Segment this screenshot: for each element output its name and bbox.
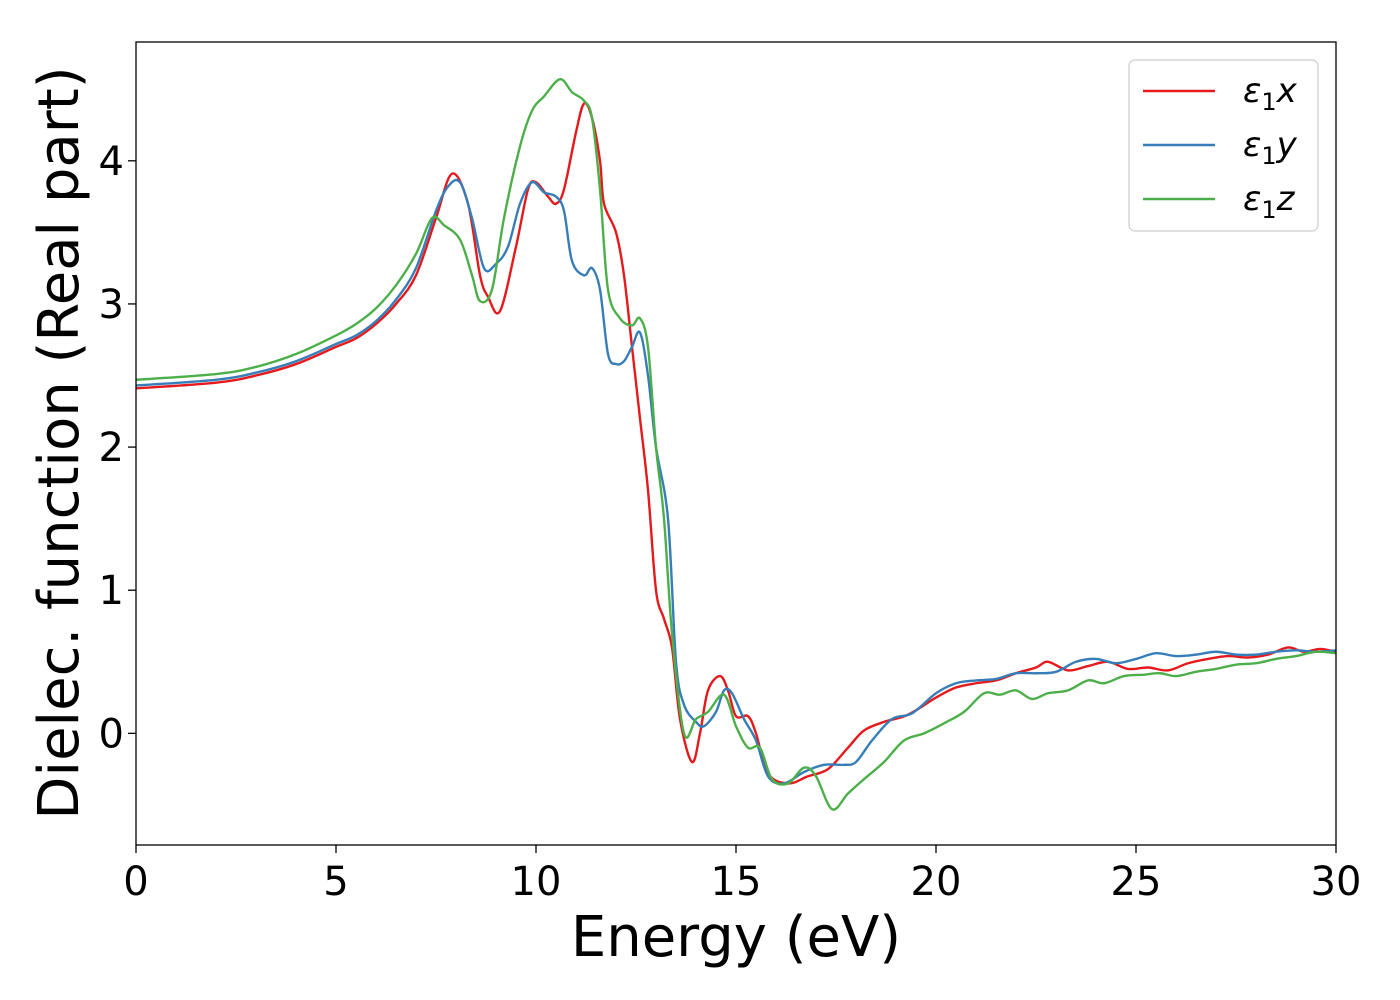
- y-tick-label: 4: [99, 139, 124, 185]
- x-tick-label: 0: [123, 859, 148, 905]
- y-tick-label: 1: [99, 568, 124, 614]
- legend-box: [1128, 59, 1319, 232]
- x-tick-label: 10: [511, 859, 562, 905]
- series-line-z: [136, 78, 1336, 811]
- legend-label-x: ε1x: [1243, 71, 1298, 116]
- x-axis: 0 5 10 15 20 25 30: [123, 845, 1361, 905]
- legend: ε1x ε1y ε1z: [1128, 59, 1319, 232]
- x-tick-label: 30: [1311, 859, 1362, 905]
- x-axis-label: Energy (eV): [571, 905, 901, 970]
- legend-label-z: ε1z: [1243, 179, 1296, 224]
- y-tick-label: 3: [99, 282, 124, 328]
- y-axis-label: Dielec. function (Real part): [27, 66, 92, 819]
- y-tick-label: 0: [99, 711, 124, 757]
- x-tick-label: 15: [711, 859, 762, 905]
- y-tick-label: 2: [99, 425, 124, 471]
- x-tick-label: 5: [323, 859, 348, 905]
- legend-label-y: ε1y: [1243, 125, 1298, 170]
- series-line-y: [136, 178, 1336, 785]
- x-tick-label: 25: [1111, 859, 1162, 905]
- x-tick-label: 20: [911, 859, 962, 905]
- y-axis: 0 1 2 3 4: [99, 139, 136, 757]
- plot-lines: [136, 78, 1336, 811]
